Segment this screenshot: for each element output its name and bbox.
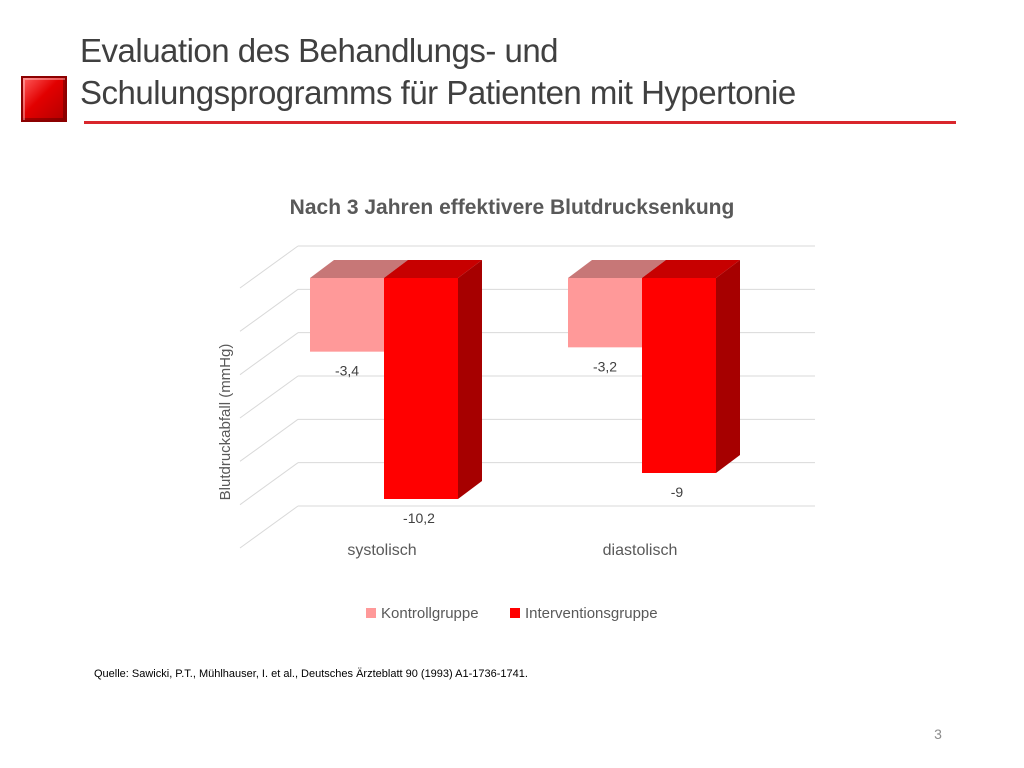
bar: [310, 278, 384, 352]
data-label: -3,2: [593, 358, 617, 374]
page-number: 3: [934, 726, 942, 742]
slide-title: Evaluation des Behandlungs- und Schulung…: [80, 30, 960, 114]
bar-side: [716, 260, 740, 473]
bar-side: [458, 260, 482, 499]
source-citation: Quelle: Sawicki, P.T., Mühlhauser, I. et…: [94, 668, 528, 680]
gridline-side: [239, 245, 299, 289]
gridline-side: [239, 418, 299, 462]
gridline-side: [239, 462, 299, 506]
gridline-side: [239, 332, 299, 376]
bar-top: [310, 260, 408, 278]
chart-title: Nach 3 Jahren effektivere Blutdrucksenku…: [289, 196, 735, 219]
data-label: -10,2: [403, 510, 435, 526]
bar-top: [568, 260, 666, 278]
legend-swatch: [366, 608, 376, 618]
slide-marker-square: [21, 76, 67, 122]
data-label: -9: [671, 484, 684, 500]
gridline-side: [239, 288, 299, 332]
gridline-side: [239, 375, 299, 419]
category-label: systolisch: [347, 542, 416, 559]
slide-title-line-2: Schulungsprogramms für Patienten mit Hyp…: [80, 74, 796, 111]
gridline-side: [239, 505, 299, 549]
bar: [384, 278, 458, 499]
data-label: -3,4: [335, 363, 359, 379]
slide-title-line-1: Evaluation des Behandlungs- und: [80, 32, 559, 69]
bar: [642, 278, 716, 473]
bar-top: [642, 260, 740, 278]
bar-top: [384, 260, 482, 278]
title-underline: [84, 121, 956, 124]
bar: [568, 278, 642, 348]
legend-swatch: [510, 608, 520, 618]
y-axis-title: Blutdruckabfall (mmHg): [217, 344, 234, 501]
category-label: diastolisch: [603, 542, 678, 559]
legend-label: Interventionsgruppe: [525, 605, 658, 622]
legend-label: Kontrollgruppe: [381, 605, 479, 622]
